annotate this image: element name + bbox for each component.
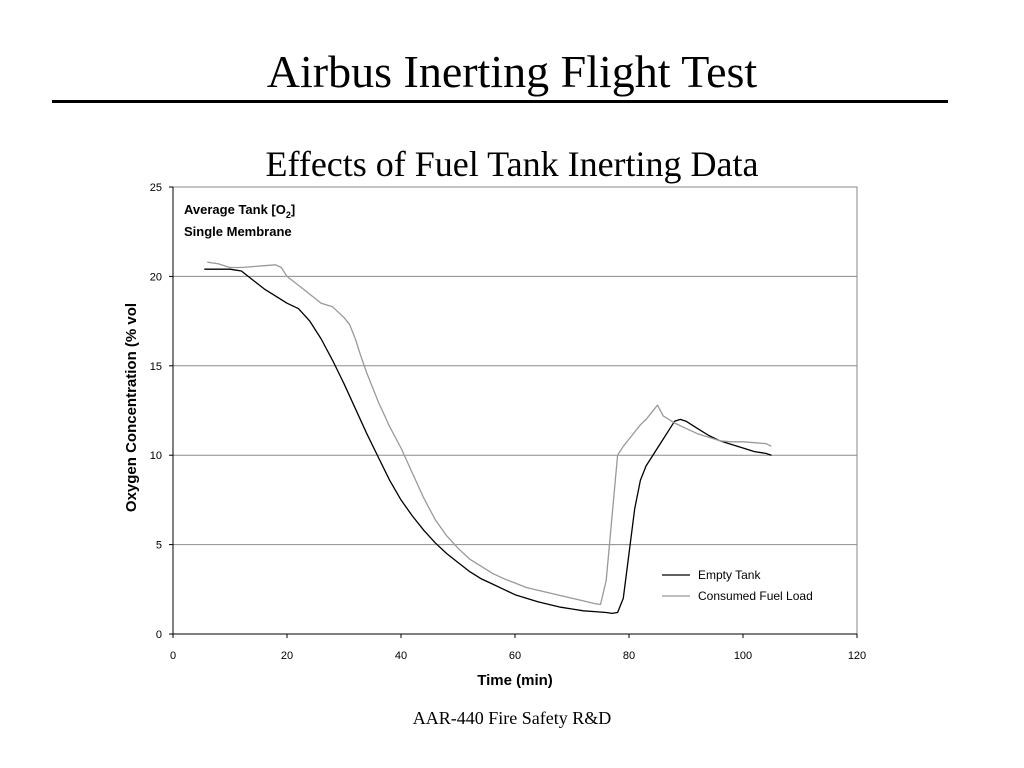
- axes: 0 5 10 15 20 25 0 20 40 60 80 100 120: [150, 182, 866, 662]
- annotation-suffix: ]: [291, 202, 295, 217]
- y-tick-label-20: 20: [150, 271, 162, 283]
- title-underline: [52, 100, 948, 103]
- slide-title: Airbus Inerting Flight Test: [266, 46, 758, 97]
- x-axis-label: Time (min): [477, 672, 553, 689]
- slide-subtitle: Effects of Fuel Tank Inerting Data: [265, 144, 759, 184]
- x-tick-label-120: 120: [848, 650, 866, 662]
- footer-text: AAR-440 Fire Safety R&D: [412, 708, 612, 728]
- annotation-prefix: Average Tank [O: [184, 202, 286, 217]
- x-tick-label-100: 100: [734, 650, 752, 662]
- x-tick-label-60: 60: [509, 650, 521, 662]
- annotation-line2: Single Membrane: [184, 224, 292, 239]
- y-tick-label-10: 10: [150, 450, 162, 462]
- series-line-empty-tank: [204, 268, 772, 615]
- annotation-subscript: 2: [286, 210, 291, 220]
- legend: Empty Tank Consumed Fuel Load: [662, 568, 813, 603]
- grid-lines: [173, 275, 857, 546]
- plot-area-frame: [172, 186, 858, 635]
- y-tick-label-15: 15: [150, 361, 162, 373]
- x-tick-label-0: 0: [170, 650, 176, 662]
- y-tick-label-25: 25: [150, 182, 162, 194]
- series-lines: [204, 261, 772, 615]
- x-tick-label-80: 80: [623, 650, 635, 662]
- annotation-line1: Average Tank [O2]: [184, 202, 295, 220]
- legend-label-0: Empty Tank: [698, 568, 761, 582]
- legend-label-1: Consumed Fuel Load: [698, 589, 813, 603]
- series-line-consumed-fuel-load: [207, 261, 772, 606]
- x-tick-label-40: 40: [395, 650, 407, 662]
- x-tick-label-20: 20: [281, 650, 293, 662]
- y-tick-label-0: 0: [156, 629, 162, 641]
- y-axis-label: Oxygen Concentration (% vol: [123, 303, 140, 512]
- oxygen-concentration-chart: 0 5 10 15 20 25 0 20 40 60 80 100 120 Average Tank […: [123, 182, 866, 689]
- y-tick-label-5: 5: [156, 540, 162, 552]
